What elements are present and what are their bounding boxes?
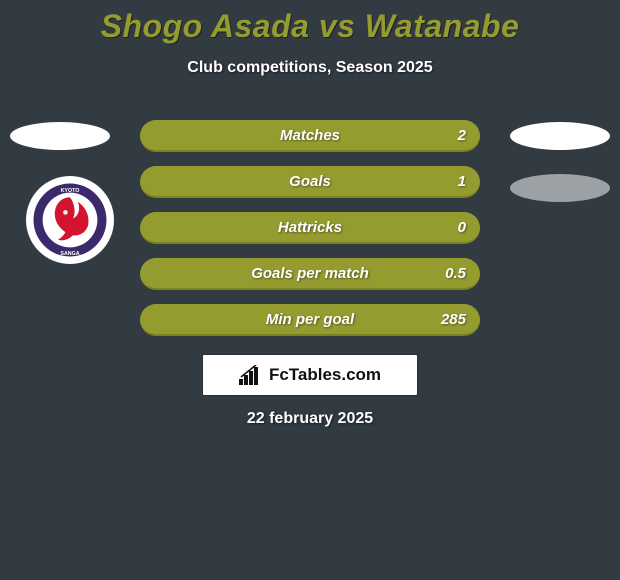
stat-row: Min per goal 285 (140, 304, 480, 336)
stat-row: Hattricks 0 (140, 212, 480, 244)
chart-icon (239, 365, 263, 385)
subtitle: Club competitions, Season 2025 (0, 59, 620, 77)
stat-value: 1 (458, 173, 466, 190)
club-badge: KYOTO SANGA (26, 176, 114, 264)
brand-box[interactable]: FcTables.com (202, 354, 418, 396)
date-line: 22 february 2025 (0, 410, 620, 428)
stat-row: Matches 2 (140, 120, 480, 152)
stat-label: Goals (289, 173, 331, 190)
player-slot-right-2 (510, 174, 610, 202)
page-title: Shogo Asada vs Watanabe (0, 0, 620, 45)
stat-value: 0 (458, 219, 466, 236)
player-slot-right-1 (510, 122, 610, 150)
stats-container: Matches 2 Goals 1 Hattricks 0 Goals per … (140, 120, 480, 350)
stat-row: Goals 1 (140, 166, 480, 198)
stat-value: 2 (458, 127, 466, 144)
stat-value: 0.5 (445, 265, 466, 282)
stat-value: 285 (441, 311, 466, 328)
stat-label: Matches (280, 127, 340, 144)
stat-label: Goals per match (251, 265, 369, 282)
stat-label: Min per goal (266, 311, 354, 328)
svg-text:KYOTO: KYOTO (61, 188, 80, 194)
player-slot-left (10, 122, 110, 150)
club-badge-svg: KYOTO SANGA (32, 182, 108, 258)
stat-row: Goals per match 0.5 (140, 258, 480, 290)
stat-label: Hattricks (278, 219, 342, 236)
brand-text: FcTables.com (269, 365, 381, 385)
svg-text:SANGA: SANGA (60, 251, 79, 257)
